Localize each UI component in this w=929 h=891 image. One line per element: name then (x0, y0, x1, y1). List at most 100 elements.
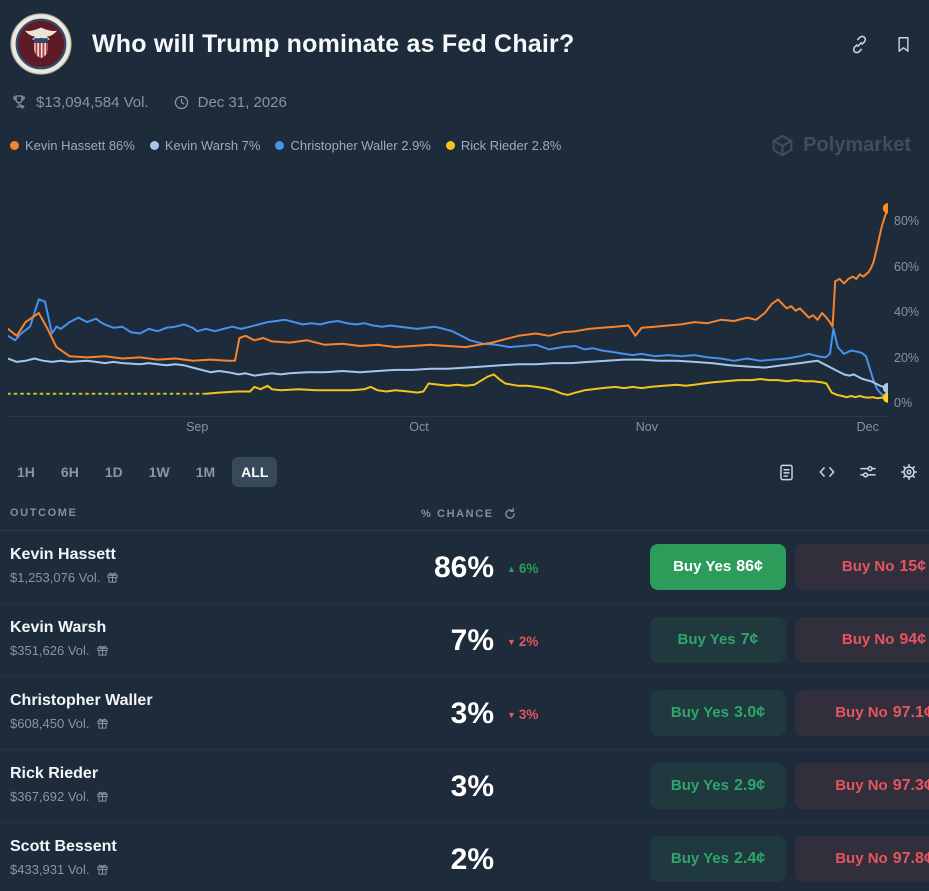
buy-no-button[interactable]: Buy No 94¢ (795, 617, 929, 663)
series-end-dot (882, 382, 888, 394)
legend-item: Christopher Waller 2.9% (275, 138, 431, 153)
code-icon (819, 467, 835, 477)
embed-button[interactable] (817, 462, 837, 482)
yes-price: 7¢ (740, 631, 759, 648)
y-axis-label: 0% (894, 396, 913, 410)
yes-price: 2.4¢ (733, 850, 766, 867)
copy-link-button[interactable] (849, 34, 870, 55)
buy-no-label: Buy No (835, 850, 888, 867)
outcome-chance: 2% (450, 843, 494, 876)
outcome-name: Kevin Hassett (10, 546, 116, 563)
gift-icon (96, 864, 108, 875)
link-icon (852, 35, 867, 53)
outcome-name: Rick Rieder (10, 765, 99, 782)
timeframe-all[interactable]: ALL (232, 457, 278, 487)
timeframe-6h[interactable]: 6H (52, 457, 88, 487)
page-title: Who will Trump nominate as Fed Chair? (92, 29, 575, 58)
legend-item: Kevin Hassett 86% (10, 138, 135, 153)
buy-no-button[interactable]: Buy No 97.3¢ (795, 763, 929, 809)
settings-button[interactable] (899, 462, 919, 482)
no-price: 97.3¢ (892, 777, 929, 794)
x-axis-label: Dec (856, 420, 879, 434)
buy-yes-button[interactable]: Buy Yes 2.4¢ (650, 836, 786, 882)
chart-settings-button[interactable] (858, 462, 878, 482)
outcome-chance: 7% (450, 624, 494, 657)
delta-value: 6% (518, 561, 539, 576)
legend-label: Rick Rieder 2.8% (460, 138, 562, 153)
buy-yes-button[interactable]: Buy Yes 86¢ (650, 544, 786, 590)
polymarket-watermark: Polymarket (770, 133, 919, 158)
buy-yes-button[interactable]: Buy Yes 2.9¢ (650, 763, 786, 809)
yes-price: 3.0¢ (733, 704, 766, 721)
delta-value: 3% (518, 707, 539, 722)
series-line (8, 207, 888, 362)
buy-no-label: Buy No (835, 777, 888, 794)
legend-item: Kevin Warsh 7% (149, 138, 261, 153)
buy-no-button[interactable]: Buy No 97.1¢ (795, 690, 929, 736)
no-price: 97.1¢ (892, 704, 929, 721)
y-axis-label: 60% (894, 259, 920, 274)
timeframe-1w[interactable]: 1W (140, 457, 179, 487)
bookmark-icon (898, 36, 909, 52)
yes-price: 86¢ (736, 558, 763, 575)
gift-icon (96, 718, 108, 729)
no-price: 15¢ (899, 558, 927, 575)
timeframe-1m[interactable]: 1M (187, 457, 224, 487)
market-header: Who will Trump nominate as Fed Chair? (0, 0, 929, 75)
buy-yes-label: Buy Yes (670, 704, 729, 721)
buy-no-button[interactable]: Buy No 97.8¢ (795, 836, 929, 882)
delta-value: 2% (518, 634, 539, 649)
x-axis-label: Nov (635, 420, 658, 434)
legend-label: Kevin Hassett 86% (25, 138, 135, 153)
rules-button[interactable] (777, 463, 796, 482)
outcome-name: Scott Bessent (10, 838, 117, 855)
chart-lines (8, 203, 888, 403)
outcome-chance: 86% (433, 551, 494, 584)
refresh-icon (504, 507, 515, 519)
series-line (8, 298, 888, 399)
delta-arrow-icon: ▼ (507, 636, 516, 647)
volume-text: $13,094,584 Vol. (36, 93, 149, 111)
no-price: 94¢ (899, 631, 927, 648)
chance-column-label: % CHANCE (421, 508, 494, 520)
outcome-volume: $1,253,076 Vol. (10, 570, 101, 585)
outcome-list: Kevin Hassett $1,253,076 Vol. 86% ▲ 6% Buy Ye… (0, 531, 929, 891)
buy-no-button[interactable]: Buy No 15¢ (795, 544, 929, 590)
document-icon (780, 464, 793, 480)
chart-controls: 1H 6H 1D 1W 1M ALL (0, 457, 929, 487)
timeframe-1d[interactable]: 1D (96, 457, 132, 487)
y-axis-label: 40% (894, 305, 920, 319)
chart-legend-row: Kevin Hassett 86% Kevin Warsh 7% Christoph… (0, 133, 929, 158)
chance-delta: ▼ 3% (507, 707, 538, 722)
yes-price: 2.9¢ (733, 777, 766, 794)
chart-legend: Kevin Hassett 86% Kevin Warsh 7% Christoph… (10, 138, 561, 153)
legend-label: Kevin Warsh 7% (164, 138, 261, 153)
outcome-row: Kevin Warsh $351,626 Vol. 7% ▼ 2% Buy Yes 7¢ Bu… (0, 604, 929, 677)
refresh-button[interactable] (503, 507, 517, 521)
buy-yes-label: Buy Yes (670, 850, 729, 867)
buy-yes-label: Buy Yes (673, 558, 732, 575)
legend-dot-icon (275, 141, 285, 150)
timeframe-selector: 1H 6H 1D 1W 1M ALL (8, 457, 278, 487)
buy-yes-button[interactable]: Buy Yes 7¢ (650, 617, 786, 663)
bookmark-button[interactable] (894, 35, 913, 54)
legend-dot-icon (10, 141, 19, 150)
outcome-volume: $433,931 Vol. (10, 862, 90, 877)
legend-dot-icon (149, 141, 159, 150)
outcome-name: Christopher Waller (10, 692, 153, 709)
gift-icon (107, 572, 118, 583)
buy-yes-button[interactable]: Buy Yes 3.0¢ (650, 690, 786, 736)
outcome-volume: $367,692 Vol. (10, 789, 90, 804)
outcome-chance: 3% (450, 770, 494, 803)
gift-icon (96, 645, 108, 656)
chance-delta: ▼ 2% (507, 634, 538, 649)
timeframe-1h[interactable]: 1H (8, 457, 44, 487)
sliders-icon (860, 465, 876, 478)
buy-no-label: Buy No (841, 558, 895, 575)
gift-icon (96, 791, 108, 802)
watermark-text: Polymarket (803, 134, 911, 156)
chart-tools (777, 462, 919, 482)
trophy-icon (13, 95, 25, 109)
series-line (205, 373, 888, 400)
